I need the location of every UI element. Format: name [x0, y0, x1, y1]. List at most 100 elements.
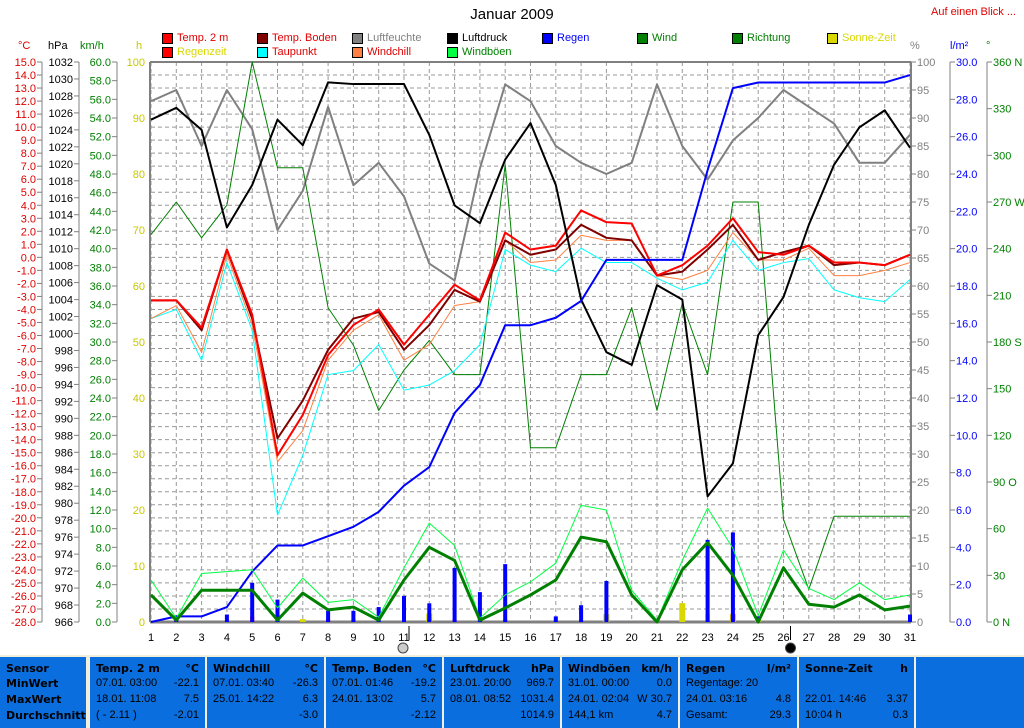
- cell-label: Sensor: [6, 662, 49, 675]
- pressure-tick-label: 976: [55, 532, 73, 544]
- temp-tick-label: -26.0: [11, 591, 36, 603]
- cell-label: Regen: [686, 662, 726, 675]
- series-luftfeuchte: [150, 83, 911, 282]
- legend-swatch: [352, 32, 363, 44]
- table-row: 25.01. 14:22 6.3: [213, 693, 318, 708]
- wind-tick-label: 12.0: [90, 505, 111, 517]
- cell-value: 5.7: [420, 693, 436, 705]
- rain-tick-label: 22.0: [956, 206, 977, 218]
- sun-tick-label: 90: [133, 113, 145, 125]
- temp-tick-label: -11.0: [12, 396, 36, 408]
- table-column: Luftdruck hPa 23.01. 20:00 969.7 08.01. 08:5…: [444, 657, 560, 728]
- cell-value: l/m²: [766, 662, 791, 675]
- wind-tick-label: 56.0: [90, 94, 111, 106]
- x-tick-label: 24: [727, 632, 739, 644]
- table-column: Regen l/m² Regentage: 20 24.01. 03:16 4.8 Ges…: [680, 657, 797, 728]
- cell-label: 07.01. 03:40: [213, 677, 275, 689]
- cell-label: 31.01. 00:00: [568, 677, 630, 689]
- wind-tick-label: 16.0: [90, 468, 111, 480]
- bar-regen-t-glich: [326, 610, 331, 622]
- cell-value: 4.7: [656, 709, 672, 721]
- legend-swatch: [732, 32, 743, 44]
- table-column: Temp. Boden °C 07.01. 01:46 -19.2 24.01. 13:…: [326, 657, 442, 728]
- x-tick-label: 11: [398, 632, 409, 644]
- legend-swatch: [352, 46, 363, 58]
- sun-tick-label: 20: [133, 505, 145, 517]
- temp-tick-label: 8.0: [21, 148, 36, 160]
- wind-axis-header: km/h: [80, 40, 104, 52]
- pressure-tick-label: 1014: [49, 210, 73, 222]
- table-column: Temp. 2 m °C 07.01. 03:00 -22.1 18.01. 11:08…: [90, 657, 205, 728]
- table-column: Windböen km/h 31.01. 00:00 0.0 24.01. 02:04 W…: [562, 657, 678, 728]
- pressure-tick-label: 968: [55, 600, 73, 612]
- bar-regen-t-glich: [908, 614, 912, 622]
- legend-label: Windböen: [462, 46, 512, 58]
- temp-tick-label: -9.0: [17, 370, 36, 382]
- cell-value: 29.3: [769, 709, 791, 721]
- rain-axis-header: l/m²: [950, 40, 969, 52]
- table-row: Windchill °C: [213, 662, 318, 677]
- legend-swatch: [447, 46, 458, 58]
- legend-item: Sonne-Zeit: [827, 32, 896, 44]
- cell-label: 18.01. 11:08: [96, 693, 157, 705]
- legend-item: Luftdruck: [447, 32, 507, 44]
- pressure-tick-label: 996: [55, 362, 73, 374]
- cell-label: 25.01. 14:22: [213, 693, 275, 705]
- rain-tick-label: 28.0: [956, 94, 977, 106]
- legend-swatch: [162, 46, 173, 58]
- table-row: 18.01. 11:08 7.5: [96, 693, 199, 708]
- legend-label: Richtung: [747, 32, 791, 44]
- table-column: Sensor MinWert MaxWert Durchschnitt: [0, 657, 86, 728]
- humidity-tick-label: 10: [917, 561, 929, 573]
- x-tick-label: 26: [777, 632, 789, 644]
- pressure-tick-label: 1022: [49, 142, 73, 154]
- cell-label: Regentage: 20: [686, 677, 759, 689]
- temp-tick-label: -14.0: [11, 435, 36, 447]
- direction-tick-label: 360 N: [993, 57, 1022, 69]
- pressure-tick-label: 1020: [49, 159, 73, 171]
- rain-tick-label: 26.0: [956, 132, 977, 144]
- rain-tick-label: 18.0: [956, 281, 977, 293]
- x-tick-label: 7: [300, 632, 306, 644]
- series-windb-en: [150, 504, 911, 621]
- cell-value: hPa: [530, 662, 554, 675]
- bar-regen-t-glich: [579, 605, 584, 622]
- pressure-tick-label: 990: [55, 413, 73, 425]
- legend-item: Temp. Boden: [257, 32, 337, 44]
- pressure-tick-label: 1032: [49, 57, 73, 69]
- pressure-tick-label: 1002: [49, 312, 73, 324]
- humidity-tick-label: 15: [917, 533, 929, 545]
- table-row: MinWert: [6, 677, 80, 692]
- pressure-axis-header: hPa: [48, 40, 68, 52]
- table-row: Sensor: [6, 662, 80, 677]
- legend-label: Windchill: [367, 46, 412, 58]
- wind-tick-label: 46.0: [90, 188, 111, 200]
- cell-value: -19.2: [410, 677, 436, 689]
- at-a-glance-link[interactable]: Auf einen Blick ...: [931, 6, 1016, 18]
- sun-tick-label: 10: [133, 561, 145, 573]
- temp-tick-label: -2.0: [17, 278, 36, 290]
- legend-label: Wind: [652, 32, 678, 44]
- cell-value: 7.5: [183, 693, 199, 705]
- cell-value: °C: [422, 662, 436, 675]
- temp-tick-label: -15.0: [11, 448, 36, 460]
- temp-tick-label: 7.0: [21, 161, 36, 173]
- pressure-tick-label: 1018: [49, 176, 73, 188]
- humidity-tick-label: 50: [917, 337, 929, 349]
- legend-swatch: [827, 32, 838, 44]
- series-taupunkt: [150, 239, 911, 516]
- temp-tick-label: -8.0: [17, 357, 36, 369]
- cell-value: -26.3: [292, 677, 318, 689]
- cell-label: Luftdruck: [450, 662, 510, 675]
- temp-tick-label: -6.0: [17, 330, 36, 342]
- cell-value: 4.8: [775, 693, 791, 705]
- table-empty-column: [916, 657, 1024, 728]
- series-wind: [149, 535, 911, 624]
- wind-tick-label: 2.0: [96, 598, 111, 610]
- pressure-tick-label: 988: [55, 430, 73, 442]
- pressure-tick-label: 1000: [49, 329, 73, 341]
- humidity-tick-label: 90: [917, 113, 929, 125]
- pressure-tick-label: 986: [55, 447, 73, 459]
- legend-label: Taupunkt: [272, 46, 317, 58]
- pressure-tick-label: 998: [55, 345, 73, 357]
